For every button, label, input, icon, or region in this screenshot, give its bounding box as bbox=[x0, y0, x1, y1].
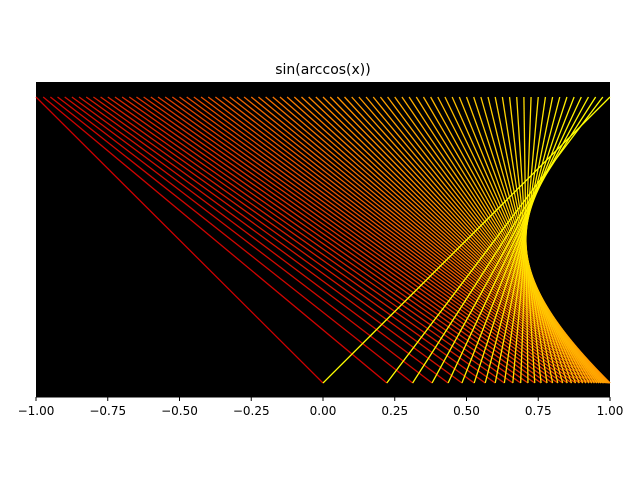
x-tick-label: −1.00 bbox=[18, 404, 55, 418]
segment-line bbox=[128, 96, 536, 384]
segment-line bbox=[64, 96, 449, 384]
segment-line bbox=[150, 96, 553, 384]
segment-line bbox=[49, 96, 414, 384]
segment-line bbox=[157, 96, 559, 384]
segment-line bbox=[171, 96, 568, 384]
x-tick-label: 0.50 bbox=[453, 404, 480, 418]
segment-line bbox=[412, 96, 597, 384]
segment-line bbox=[193, 96, 580, 384]
segment-line bbox=[164, 96, 564, 384]
x-tick-label: −0.50 bbox=[161, 404, 198, 418]
segment-line bbox=[451, 96, 580, 384]
segment-line bbox=[121, 96, 529, 384]
segment-line bbox=[107, 96, 514, 384]
segment-line bbox=[100, 96, 505, 384]
segment-line bbox=[222, 96, 593, 384]
segment-line bbox=[386, 96, 604, 384]
x-tick-label: 0.25 bbox=[381, 404, 408, 418]
segment-line bbox=[265, 96, 605, 384]
segment-line bbox=[322, 96, 611, 384]
segment-line bbox=[78, 96, 475, 384]
segment-line bbox=[93, 96, 496, 384]
x-tick-label: 0.00 bbox=[310, 404, 337, 418]
segment-line bbox=[444, 96, 584, 384]
segment-line bbox=[71, 96, 463, 384]
segment-line bbox=[465, 96, 573, 384]
x-axis: −1.00 −0.75 −0.50 −0.25 0.00 0.25 0.50 0.75 1.00 bbox=[18, 396, 624, 418]
x-tick-label: −0.25 bbox=[233, 404, 270, 418]
segment-line bbox=[408, 96, 598, 384]
segment-line bbox=[461, 96, 575, 384]
segment-line bbox=[503, 96, 547, 384]
segment-line bbox=[85, 96, 486, 384]
segment-line bbox=[480, 96, 564, 384]
segment-line bbox=[422, 96, 593, 384]
segment-line bbox=[114, 96, 522, 384]
x-tick-label: 0.75 bbox=[525, 404, 552, 418]
segment-line bbox=[484, 96, 561, 384]
segment-line bbox=[236, 96, 598, 384]
chart-title: sin(arccos(x)) bbox=[275, 62, 370, 78]
segment-line bbox=[179, 96, 572, 384]
x-tick-label: 1.00 bbox=[597, 404, 624, 418]
segment-line bbox=[437, 96, 587, 384]
segment-line bbox=[229, 96, 595, 384]
segment-lines bbox=[35, 96, 611, 384]
segment-line bbox=[143, 96, 548, 384]
segment-line bbox=[136, 96, 542, 384]
segment-line bbox=[57, 96, 433, 384]
segment-line bbox=[272, 96, 606, 384]
segment-line bbox=[447, 96, 582, 384]
segment-line bbox=[35, 96, 324, 384]
segment-line bbox=[200, 96, 584, 384]
segment-line bbox=[42, 96, 388, 384]
segment-line bbox=[258, 96, 604, 384]
segment-line bbox=[494, 96, 554, 384]
segment-line bbox=[415, 96, 595, 384]
segment-line bbox=[473, 96, 568, 384]
segment-line bbox=[207, 96, 587, 384]
x-tick-label: −0.75 bbox=[89, 404, 126, 418]
